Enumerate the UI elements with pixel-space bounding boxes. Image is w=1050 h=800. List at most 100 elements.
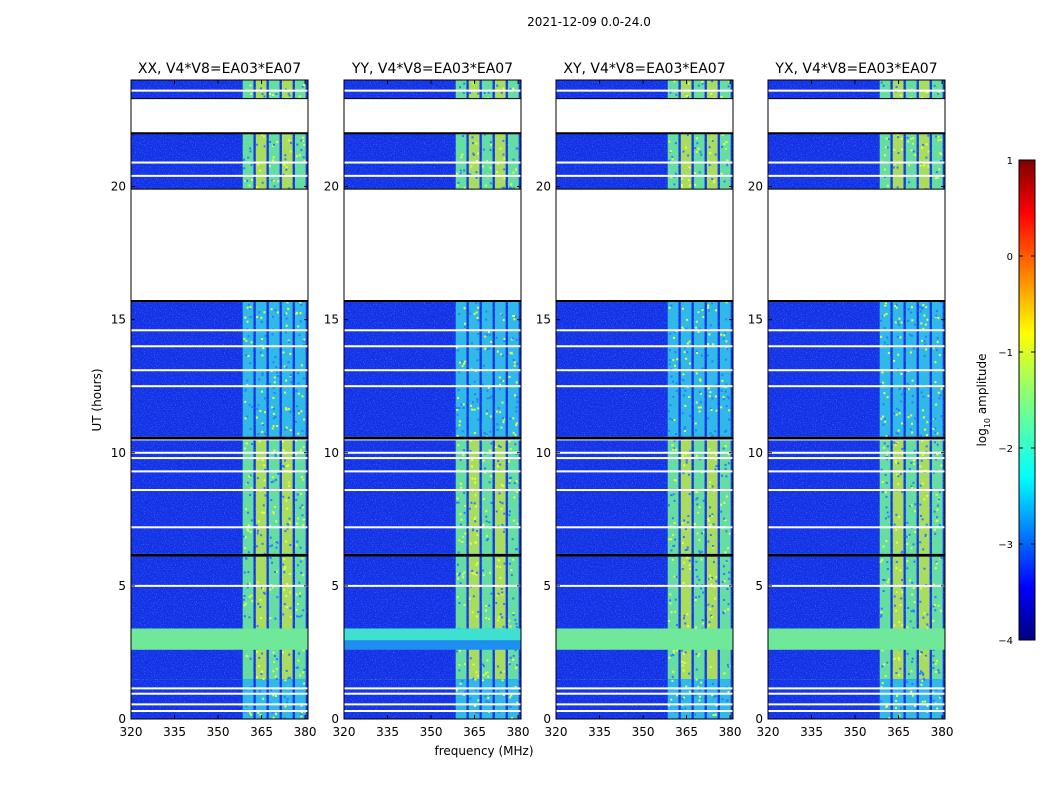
- speckle: [245, 705, 248, 708]
- speckle: [469, 450, 472, 453]
- signal-channel: [507, 679, 519, 719]
- speckle: [508, 619, 511, 622]
- speckle: [247, 156, 250, 159]
- speckle: [895, 303, 898, 306]
- speckle: [456, 596, 459, 599]
- speckle: [694, 183, 697, 186]
- speckle: [469, 383, 472, 386]
- speckle: [463, 511, 466, 514]
- speckle: [696, 497, 699, 500]
- speckle: [898, 387, 901, 390]
- speckle: [711, 177, 714, 180]
- flagged-row: [344, 489, 521, 492]
- speckle: [471, 408, 474, 411]
- speckle: [510, 476, 513, 479]
- flagged-row: [556, 451, 733, 454]
- flagged-row: [344, 703, 521, 706]
- speckle: [495, 410, 498, 413]
- speckle: [299, 301, 302, 304]
- speckle: [940, 609, 943, 612]
- speckle: [510, 717, 513, 719]
- signal-channel: [931, 80, 943, 99]
- speckle: [920, 459, 923, 462]
- speckle: [881, 314, 884, 317]
- noise-texture: [344, 679, 521, 719]
- speckle: [464, 532, 467, 535]
- speckle: [711, 513, 714, 516]
- speckle: [907, 384, 910, 387]
- speckle: [686, 342, 689, 345]
- speckle: [909, 333, 912, 336]
- speckle: [901, 491, 904, 494]
- speckle: [695, 320, 698, 323]
- speckle: [883, 327, 886, 330]
- speckle: [934, 532, 937, 535]
- speckle: [674, 598, 677, 601]
- speckle: [921, 518, 924, 521]
- speckle: [275, 678, 278, 681]
- speckle: [711, 694, 714, 697]
- signal-channel: [481, 679, 493, 719]
- speckle: [290, 381, 293, 384]
- speckle: [883, 583, 886, 586]
- speckle: [283, 571, 286, 574]
- speckle: [463, 604, 466, 607]
- y-axis-label: UT (hours): [90, 368, 104, 431]
- speckle: [900, 552, 903, 555]
- speckle: [895, 431, 898, 434]
- speckle: [285, 540, 288, 543]
- speckle: [911, 431, 914, 434]
- speckle: [896, 166, 899, 169]
- flagged-row: [768, 369, 945, 372]
- speckle: [269, 588, 272, 591]
- speckle: [259, 410, 262, 413]
- speckle: [668, 140, 671, 143]
- speckle: [257, 602, 260, 605]
- speckle: [473, 502, 476, 505]
- speckle: [509, 656, 512, 659]
- speckle: [481, 383, 484, 386]
- speckle: [468, 597, 471, 600]
- speckle: [720, 333, 723, 336]
- speckle: [711, 605, 714, 608]
- speckle: [682, 581, 685, 584]
- speckle: [886, 336, 889, 339]
- speckle: [486, 433, 489, 436]
- speckle: [714, 430, 717, 433]
- speckle: [512, 519, 515, 522]
- speckle: [724, 463, 727, 466]
- speckle: [914, 503, 917, 506]
- colorbar-label-tail: amplitude: [975, 354, 989, 418]
- speckle: [894, 321, 897, 324]
- speckle: [708, 485, 711, 488]
- speckle: [501, 679, 504, 682]
- speckle: [488, 604, 491, 607]
- signal-channel: [281, 556, 293, 680]
- speckle: [515, 548, 518, 551]
- speckle: [720, 389, 723, 392]
- speckle: [681, 454, 684, 457]
- speckle: [277, 472, 280, 475]
- speckle: [900, 578, 903, 581]
- speckle: [919, 162, 922, 165]
- signal-channel: [468, 439, 480, 554]
- speckle: [471, 571, 474, 574]
- speckle: [512, 87, 515, 90]
- speckle: [897, 152, 900, 155]
- speckle: [297, 659, 300, 662]
- speckle: [275, 520, 278, 523]
- speckle: [702, 622, 705, 625]
- speckle: [920, 671, 923, 674]
- blank-gap: [768, 98, 945, 134]
- speckle: [299, 560, 302, 563]
- speckle: [672, 380, 675, 383]
- speckle: [515, 422, 518, 425]
- speckle: [721, 698, 724, 701]
- flagged-row: [131, 89, 308, 92]
- speckle: [275, 546, 278, 549]
- speckle: [276, 311, 279, 314]
- speckle: [303, 418, 306, 421]
- speckle: [258, 169, 261, 172]
- speckle: [472, 527, 475, 530]
- signal-channel: [931, 439, 943, 554]
